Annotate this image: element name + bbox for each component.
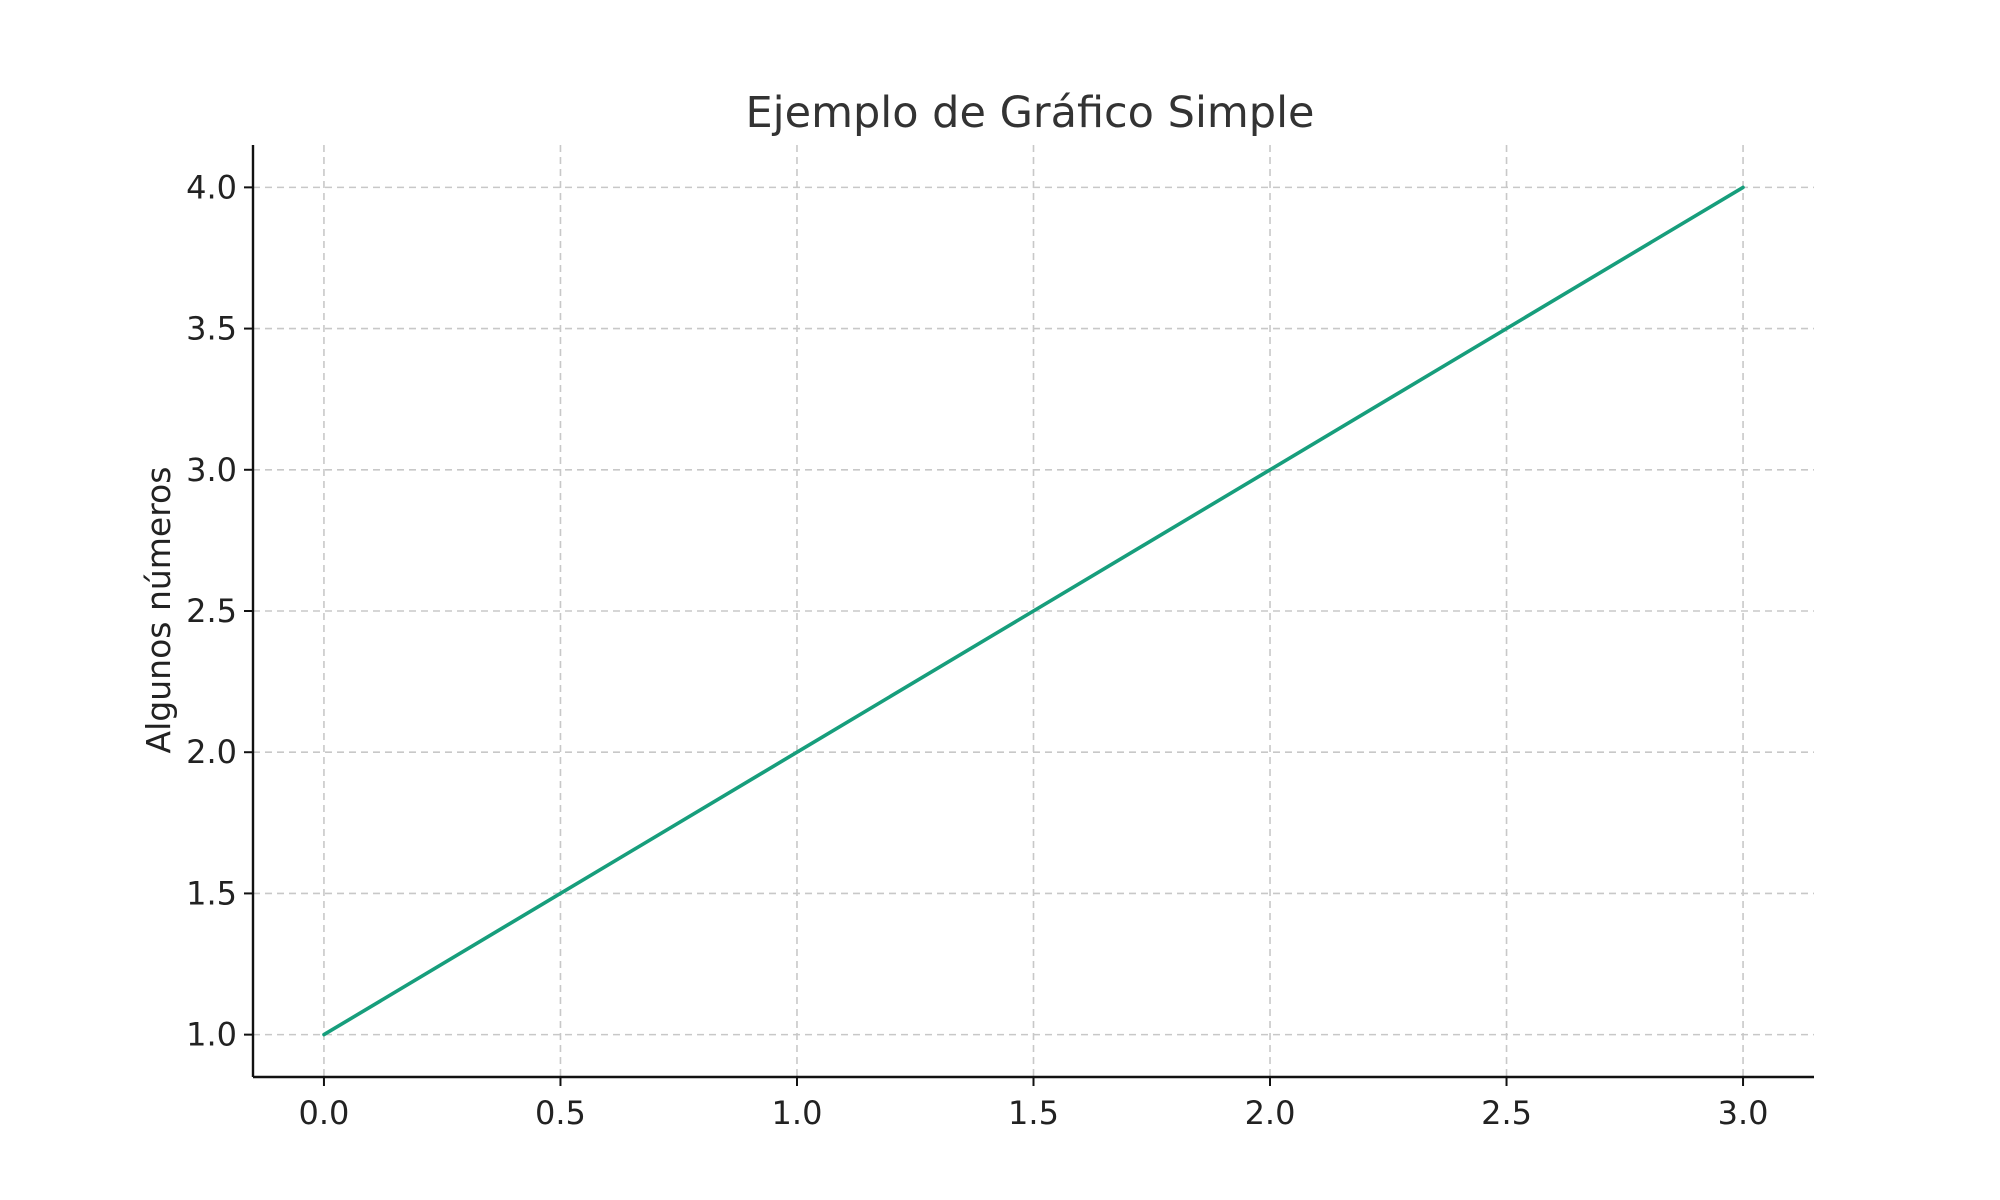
- y-tick-label: 4.0: [186, 168, 237, 206]
- y-tick-label: 1.0: [186, 1016, 237, 1054]
- series-line: [322, 185, 1745, 1037]
- x-tick-label: 1.0: [772, 1094, 823, 1132]
- y-tick-label: 3.0: [186, 451, 237, 489]
- series-layer: [322, 185, 1745, 1037]
- y-tick-label: 1.5: [186, 874, 237, 912]
- x-tick-label: 1.5: [1008, 1094, 1059, 1132]
- x-tick-label: 0.5: [535, 1094, 586, 1132]
- tick-labels: 0.0 0.5 1.0 1.5 2.0 2.5 3.0 1.0 1.5 2.0 2.5 3.0 3.5 4…: [186, 168, 1768, 1132]
- y-tick-label: 2.5: [186, 592, 237, 630]
- y-tick-label: 2.0: [186, 733, 237, 771]
- x-tick-label: 2.0: [1245, 1094, 1296, 1132]
- axes: [244, 145, 1814, 1086]
- x-tick-label: 2.5: [1481, 1094, 1532, 1132]
- x-tick-label: 3.0: [1718, 1094, 1769, 1132]
- y-axis-label: Algunos números: [139, 467, 178, 754]
- y-tick-label: 3.5: [186, 310, 237, 348]
- x-tick-label: 0.0: [299, 1094, 350, 1132]
- chart-title: Ejemplo de Gráfico Simple: [746, 88, 1315, 138]
